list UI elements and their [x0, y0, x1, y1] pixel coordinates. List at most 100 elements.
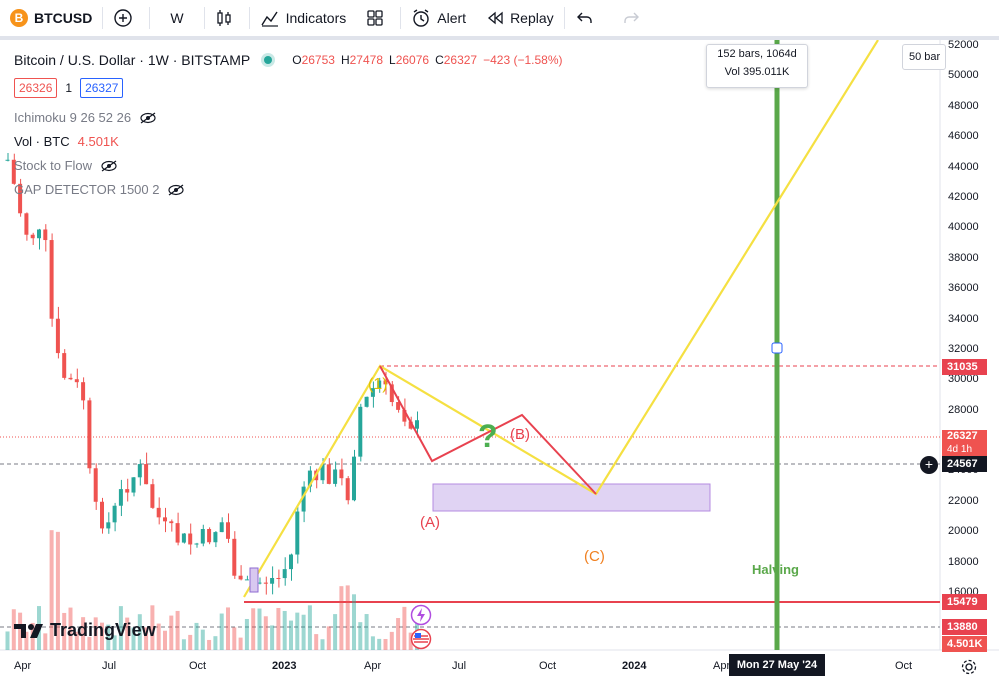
price-tick-label: 38000 — [948, 251, 979, 264]
date-range-tooltip: 152 bars, 1064d Vol 395.011K — [706, 44, 808, 88]
halving-label: Halving — [752, 562, 799, 577]
symbol-title[interactable]: Bitcoin / U.S. Dollar · 1W · BITSTAMP — [14, 52, 251, 68]
volume-bar — [307, 605, 312, 650]
marker-rectangle[interactable] — [249, 567, 259, 593]
volume-bar — [81, 617, 86, 650]
indicator-row[interactable]: GAP DETECTOR 1500 2 — [14, 178, 185, 202]
toolbar-divider — [400, 7, 402, 29]
volume-bar — [18, 612, 23, 650]
redo-button[interactable] — [611, 0, 657, 36]
volume-bar — [144, 627, 149, 650]
volume-bar — [383, 638, 388, 650]
candle-body — [307, 470, 312, 487]
replay-icon — [488, 11, 503, 25]
candle-body — [163, 517, 167, 522]
price-tick-label: 36000 — [948, 282, 979, 295]
price-tick-label: 32000 — [948, 342, 979, 355]
candle-body — [339, 469, 344, 479]
candle-body — [30, 234, 35, 239]
replay-button[interactable]: Replay — [476, 0, 564, 36]
volume-bar — [200, 629, 205, 650]
volume-bar — [11, 609, 16, 650]
line-handle[interactable] — [771, 342, 783, 354]
redo-icon — [623, 12, 639, 23]
indicator-list: Ichimoku 9 26 52 26 Vol · BTC 4.501K Sto… — [14, 106, 185, 202]
candle-body — [11, 159, 16, 184]
candle-body — [62, 353, 67, 378]
volume-bar — [364, 614, 369, 650]
candle-body — [93, 468, 98, 502]
lightning-icon[interactable] — [410, 604, 432, 626]
candle-body — [364, 396, 369, 407]
eye-hidden-icon[interactable] — [167, 184, 185, 196]
support-price-badge: 15479 — [942, 594, 987, 610]
crosshair-price-badge: 24567 — [942, 456, 987, 472]
indicator-row[interactable]: Stock to Flow — [14, 154, 185, 178]
volume-bar — [213, 636, 218, 650]
candle-body — [257, 582, 262, 584]
indicators-button[interactable]: Indicators — [250, 0, 357, 36]
candle-body — [333, 469, 338, 484]
volume-bar — [55, 531, 60, 650]
chart-legend: Bitcoin / U.S. Dollar · 1W · BITSTAMP O2… — [14, 52, 569, 68]
wave-b-label: (B) — [510, 426, 530, 443]
candle-body — [24, 213, 29, 235]
wave-c-label: (C) — [584, 548, 605, 565]
price-tick-label: 28000 — [948, 403, 979, 416]
chart-pane[interactable]: (1) (A) (B) (C) ? Halving — [0, 40, 999, 688]
volume-bar — [74, 631, 79, 650]
wave-a-label: (A) — [420, 514, 440, 531]
settings-gear-icon[interactable] — [960, 658, 978, 676]
candle-body — [55, 318, 60, 354]
time-tick-label: Jul — [452, 660, 467, 672]
volume-bar — [345, 585, 350, 650]
indicator-name: GAP DETECTOR 1500 2 — [14, 182, 160, 197]
buy-price-button[interactable]: 26327 — [80, 78, 124, 98]
candle-body — [150, 484, 155, 508]
indicator-name: Vol · BTC — [14, 134, 70, 149]
compare-button[interactable] — [103, 0, 149, 36]
bars-tooltip: 50 bar — [902, 44, 946, 70]
plus-circle-icon — [114, 9, 133, 27]
volume-bar — [289, 620, 293, 650]
time-tick-label: 2023 — [272, 660, 297, 672]
layout-button[interactable] — [356, 0, 400, 36]
price-tick-label: 34000 — [948, 312, 979, 325]
us-flag-icon[interactable] — [410, 628, 432, 650]
price-tick-label: 46000 — [948, 130, 979, 143]
candle-body — [169, 521, 174, 524]
volume-bar — [320, 639, 325, 650]
eye-hidden-icon[interactable] — [100, 160, 118, 172]
price-tick-label: 40000 — [948, 221, 979, 234]
eye-hidden-icon[interactable] — [139, 112, 157, 124]
correction-wave-path[interactable] — [379, 365, 597, 495]
candle-body — [194, 543, 199, 545]
volume-bar — [194, 622, 199, 650]
tradingview-logo[interactable]: TradingView — [14, 620, 156, 641]
candle-body — [389, 384, 394, 403]
symbol-search-button[interactable]: B BTCUSD — [0, 0, 102, 36]
toolbar-divider — [563, 7, 565, 29]
target-zone-rectangle[interactable] — [432, 483, 711, 512]
chart-type-button[interactable] — [205, 0, 249, 36]
volume-bar — [62, 612, 67, 650]
price-tick-label: 18000 — [948, 555, 979, 568]
impulse-wave-path[interactable] — [243, 40, 879, 598]
sell-price-button[interactable]: 26326 — [14, 78, 58, 98]
alert-button[interactable]: Alert — [401, 0, 476, 36]
candle-body — [87, 400, 92, 469]
indicator-row[interactable]: Vol · BTC 4.501K — [14, 130, 185, 154]
undo-button[interactable] — [565, 0, 611, 36]
volume-bar — [118, 606, 123, 650]
chart-canvas[interactable] — [0, 40, 999, 688]
candle-body — [5, 159, 10, 161]
candle-body — [200, 529, 205, 544]
volume-bar — [396, 618, 401, 650]
time-tick-label: 2024 — [622, 660, 647, 672]
indicator-row[interactable]: Ichimoku 9 26 52 26 — [14, 106, 185, 130]
candle-body — [295, 511, 300, 555]
add-level-plus-icon[interactable]: + — [920, 456, 938, 474]
volume-bar — [408, 632, 413, 650]
volume-bar — [87, 636, 92, 650]
interval-button[interactable]: W — [150, 0, 203, 36]
